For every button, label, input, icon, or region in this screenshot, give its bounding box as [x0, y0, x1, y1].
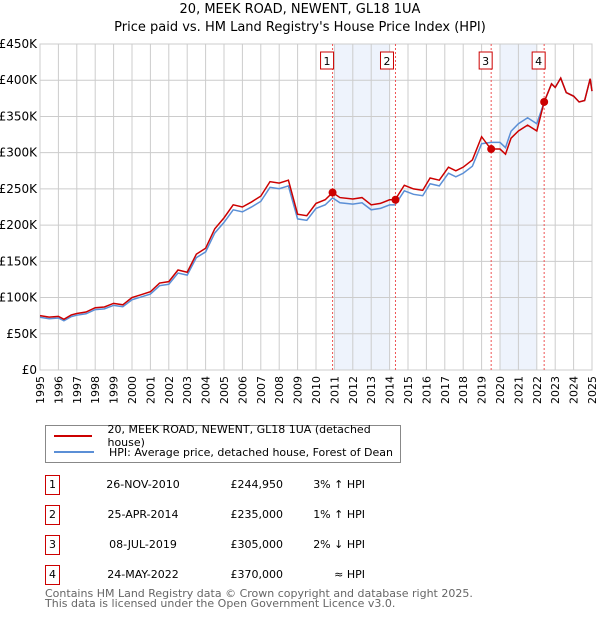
sale-number-label: 2 — [383, 55, 390, 68]
legend: 20, MEEK ROAD, NEWENT, GL18 1UA (detache… — [45, 423, 401, 463]
sale-point — [487, 145, 496, 154]
legend-item-hpi: HPI: Average price, detached house, Fore… — [54, 444, 393, 460]
footer-line: This data is licensed under the Open Gov… — [45, 597, 396, 610]
legend-swatch-red — [54, 435, 93, 437]
legend-item-property: 20, MEEK ROAD, NEWENT, GL18 1UA (detache… — [54, 423, 400, 449]
x-tick-label: 2014 — [384, 376, 397, 404]
x-tick-label: 2013 — [365, 376, 378, 404]
x-tick-label: 2009 — [292, 376, 305, 404]
x-tick-label: 2021 — [512, 376, 525, 404]
sale-point — [540, 97, 549, 106]
sale-price: £235,000 — [230, 508, 284, 521]
legend-swatch-blue — [54, 451, 94, 453]
x-tick-label: 2002 — [163, 376, 176, 404]
plot-frame — [39, 43, 593, 371]
x-tick-label: 2004 — [200, 376, 213, 404]
x-tick-label: 2007 — [255, 376, 268, 404]
sale-number-label: 1 — [324, 55, 331, 68]
x-tick-label: 2015 — [402, 376, 415, 404]
hpi-comparison: 2% ↓ HPI — [313, 538, 365, 551]
x-tick-label: 2017 — [439, 376, 452, 404]
sale-number-box — [379, 51, 394, 70]
y-tick-label: £150K — [0, 254, 38, 268]
price-chart: 1995 1996 1997 1998 1999 2000 2001 2002 2003 2004… — [0, 37, 599, 404]
x-tick-label: 1996 — [52, 376, 65, 404]
x-tick-label: 2023 — [549, 376, 562, 404]
table-row: 3 08-JUL-2019 £305,000 2% ↓ HPI — [45, 535, 445, 557]
sale-number: 2 — [45, 505, 60, 525]
sale-number-box — [531, 51, 546, 70]
footer: Contains HM Land Registry data © Crown c… — [45, 587, 473, 610]
chart-subtitle: Price paid vs. HM Land Registry's House … — [114, 20, 486, 35]
y-tick-label: £100K — [0, 291, 38, 305]
x-tick-label: 2022 — [531, 376, 544, 404]
x-tick-label: 2025 — [586, 376, 599, 404]
sale-number-box — [478, 51, 493, 70]
sale-point — [328, 188, 337, 197]
x-tick-label: 2011 — [328, 376, 341, 404]
x-tick-label: 1998 — [89, 376, 102, 404]
y-tick-label: £300K — [0, 146, 38, 160]
x-tick-label: 2005 — [218, 376, 231, 404]
y-tick-label: £350K — [0, 109, 38, 123]
table-row: 2 25-APR-2014 £235,000 1% ↑ HPI — [45, 505, 445, 527]
sale-number-box — [320, 51, 335, 70]
y-tick-label: £250K — [0, 182, 38, 196]
price-paid-line — [39, 76, 593, 321]
sale-price: £244,950 — [230, 478, 284, 491]
x-tick-label: 2010 — [310, 376, 323, 404]
sale-number-label: 3 — [482, 55, 489, 68]
x-tick-label: 2018 — [457, 376, 470, 404]
table-row: 1 26-NOV-2010 £244,950 3% ↑ HPI — [45, 475, 445, 497]
x-tick-label: 2019 — [476, 376, 489, 404]
y-tick-label: £200K — [0, 218, 38, 232]
x-tick-label: 2016 — [420, 376, 433, 404]
hpi-comparison: ≈ HPI — [334, 568, 365, 581]
sale-date: 24-MAY-2022 — [107, 568, 179, 581]
x-tick-label: 2012 — [347, 376, 360, 404]
x-tick-label: 2006 — [236, 376, 249, 404]
sale-date: 25-APR-2014 — [107, 508, 179, 521]
sale-number: 4 — [45, 565, 60, 585]
sale-number: 3 — [45, 535, 60, 555]
hpi-comparison: 3% ↑ HPI — [313, 478, 365, 491]
x-tick-label: 2000 — [126, 376, 139, 404]
footer-line: Contains HM Land Registry data © Crown c… — [45, 587, 473, 600]
legend-label: 20, MEEK ROAD, NEWENT, GL18 1UA (detache… — [107, 423, 371, 449]
x-tick-label: 2024 — [568, 376, 581, 404]
x-tick-label: 2008 — [273, 376, 286, 404]
hpi-line — [39, 76, 593, 322]
x-tick-label: 1997 — [71, 376, 84, 404]
sale-date: 26-NOV-2010 — [106, 478, 180, 491]
x-tick-label: 1995 — [34, 376, 47, 404]
sale-number-label: 4 — [535, 55, 542, 68]
y-tick-label: £0 — [22, 363, 37, 377]
table-row: 4 24-MAY-2022 £370,000 ≈ HPI — [45, 565, 445, 587]
x-tick-label: 2020 — [494, 376, 507, 404]
sale-date: 08-JUL-2019 — [109, 538, 177, 551]
y-tick-label: £50K — [6, 327, 38, 341]
chart-title: 20, MEEK ROAD, NEWENT, GL18 1UA — [179, 2, 421, 17]
hpi-comparison: 1% ↑ HPI — [313, 508, 365, 521]
shaded-period — [334, 44, 390, 370]
x-tick-label: 1999 — [108, 376, 121, 404]
y-tick-label: £450K — [0, 37, 38, 51]
y-tick-label: £400K — [0, 73, 38, 87]
legend-label: HPI: Average price, detached house, Fore… — [109, 445, 393, 459]
sale-number: 1 — [45, 475, 60, 495]
x-tick-label: 2001 — [144, 376, 157, 404]
sale-price: £305,000 — [230, 538, 284, 551]
sale-point — [391, 195, 400, 204]
sale-price: £370,000 — [230, 568, 284, 581]
x-tick-label: 2003 — [181, 376, 194, 404]
